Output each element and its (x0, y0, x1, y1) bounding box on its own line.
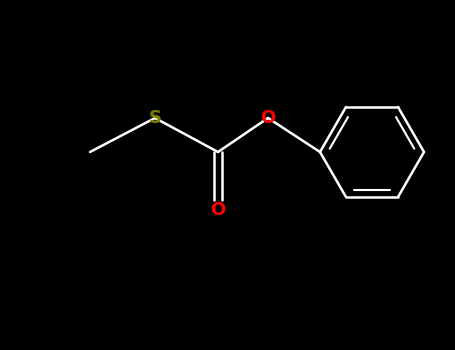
Text: O: O (260, 109, 276, 127)
Text: S: S (148, 109, 162, 127)
Text: O: O (210, 201, 226, 219)
